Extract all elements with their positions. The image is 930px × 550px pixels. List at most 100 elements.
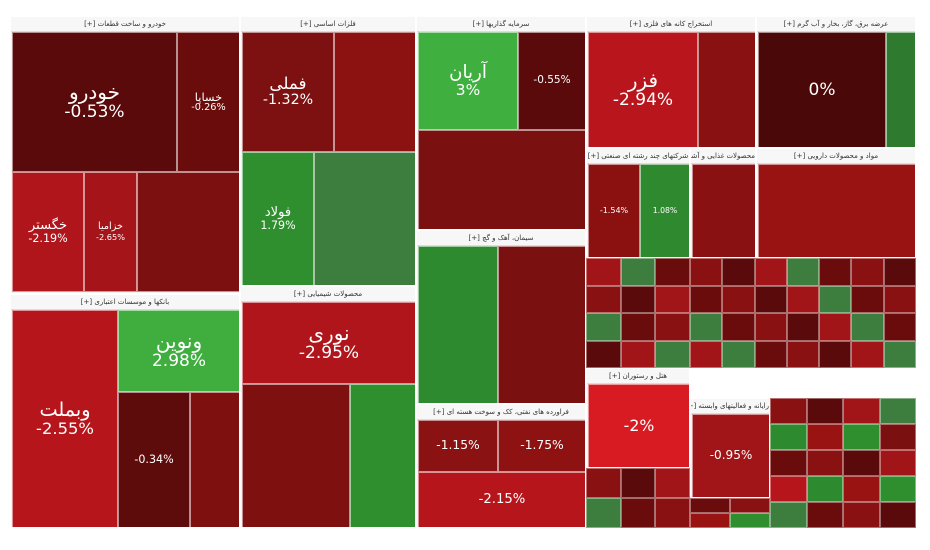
- stock-tile[interactable]: آریان 3%: [418, 32, 518, 130]
- minor-stock-tile[interactable]: [690, 258, 723, 286]
- minor-stock-tile[interactable]: [806, 450, 843, 476]
- minor-stock-tile[interactable]: [586, 340, 621, 368]
- minor-stock-tile[interactable]: [879, 502, 916, 528]
- minor-stock-tile[interactable]: [754, 313, 787, 341]
- stock-tile[interactable]: 1.08%: [640, 164, 689, 257]
- minor-stock-tile[interactable]: [722, 313, 755, 341]
- stock-tile[interactable]: نوری -2.95%: [242, 302, 415, 384]
- stock-tile[interactable]: فولاد 1.79%: [242, 152, 314, 285]
- minor-stock-tile[interactable]: [690, 513, 730, 528]
- minor-stock-tile[interactable]: [586, 498, 621, 528]
- minor-stock-tile[interactable]: [806, 398, 843, 424]
- minor-stock-tile[interactable]: [655, 285, 690, 313]
- minor-stock-tile[interactable]: [770, 476, 807, 502]
- sector-5[interactable]: بانکها و موسسات اعتباری [+] وبملت -2.55% ون…: [10, 294, 240, 528]
- stock-tile[interactable]: خساپا -0.26%: [177, 32, 239, 172]
- minor-stock-tile[interactable]: [843, 476, 880, 502]
- minor-stock-tile[interactable]: [655, 258, 690, 286]
- minor-stock-tile[interactable]: [586, 285, 621, 313]
- stock-tile[interactable]: [137, 172, 239, 292]
- minor-stock-tile[interactable]: [620, 498, 656, 528]
- stock-tile[interactable]: خودرو -0.53%: [12, 32, 177, 172]
- stock-tile[interactable]: -0.55%: [518, 32, 585, 130]
- minor-stock-tile[interactable]: [843, 424, 880, 450]
- sector-10[interactable]: محصولات غذایی و آشامیدنی [+]: [690, 148, 756, 258]
- minor-stock-tile[interactable]: [819, 340, 852, 368]
- stock-tile[interactable]: [698, 32, 755, 147]
- minor-stock-tile[interactable]: [770, 502, 807, 528]
- minor-stock-tile[interactable]: [851, 340, 884, 368]
- sector-0[interactable]: خودرو و ساخت قطعات [+] خودرو -0.53% خساپا -0…: [10, 16, 240, 294]
- stock-tile[interactable]: فزر -2.94%: [588, 32, 698, 147]
- stock-tile[interactable]: فملی -1.32%: [242, 32, 334, 152]
- minor-stock-tile[interactable]: [722, 340, 755, 368]
- minor-stock-tile[interactable]: [690, 498, 730, 513]
- minor-stock-tile[interactable]: [690, 340, 723, 368]
- stock-tile[interactable]: [418, 246, 498, 403]
- minor-stock-tile[interactable]: [730, 513, 770, 528]
- minor-stock-tile[interactable]: [722, 285, 755, 313]
- sector-4[interactable]: عرضه برق، گاز، بخار و آب گرم [+] 0%: [756, 16, 916, 148]
- sector-12[interactable]: هتل و رستوران [+] -2%: [586, 368, 690, 468]
- minor-stock-tile[interactable]: [879, 450, 916, 476]
- minor-stock-tile[interactable]: [879, 398, 916, 424]
- minor-stock-tile[interactable]: [754, 285, 787, 313]
- minor-stock-tile[interactable]: [722, 258, 755, 286]
- minor-stock-tile[interactable]: [879, 424, 916, 450]
- minor-stock-tile[interactable]: [786, 258, 820, 286]
- stock-tile[interactable]: -1.15%: [418, 420, 498, 472]
- minor-stock-tile[interactable]: [883, 258, 916, 286]
- minor-stock-tile[interactable]: [819, 258, 852, 286]
- minor-stock-tile[interactable]: [819, 285, 852, 313]
- minor-stock-tile[interactable]: [586, 313, 621, 341]
- minor-stock-tile[interactable]: [655, 498, 690, 528]
- minor-stock-tile[interactable]: [620, 468, 656, 498]
- minor-stock-tile[interactable]: [806, 502, 843, 528]
- minor-stock-tile[interactable]: [690, 285, 723, 313]
- minor-stock-tile[interactable]: [843, 502, 880, 528]
- sector-13[interactable]: رایانه و فعالیتهای وابسته [+] -0.95%: [690, 398, 770, 498]
- minor-stock-tile[interactable]: [754, 340, 787, 368]
- stock-tile[interactable]: [692, 164, 755, 257]
- sector-9[interactable]: شرکتهای چند رشته ای صنعتی [+] -1.54% 1.08%: [586, 148, 690, 258]
- minor-stock-tile[interactable]: [754, 258, 787, 286]
- minor-stock-tile[interactable]: [851, 285, 884, 313]
- stock-tile[interactable]: خگستر -2.19%: [12, 172, 84, 292]
- stock-tile[interactable]: [334, 32, 415, 152]
- sector-6[interactable]: محصولات شیمیایی [+] نوری -2.95%: [240, 286, 416, 528]
- sector-2[interactable]: سرمایه گذاریها [+] آریان 3% -0.55%: [416, 16, 586, 230]
- minor-stock-tile[interactable]: [806, 476, 843, 502]
- stock-tile[interactable]: [242, 384, 350, 527]
- minor-stock-tile[interactable]: [586, 258, 621, 286]
- minor-stock-tile[interactable]: [843, 450, 880, 476]
- stock-tile[interactable]: -0.95%: [692, 414, 769, 497]
- minor-stock-tile[interactable]: [620, 285, 656, 313]
- minor-stock-tile[interactable]: [786, 285, 820, 313]
- stock-tile[interactable]: ونوین 2.98%: [118, 310, 239, 392]
- stock-tile[interactable]: 0%: [758, 32, 886, 147]
- stock-tile[interactable]: -1.75%: [498, 420, 585, 472]
- stock-tile[interactable]: [190, 392, 239, 527]
- minor-stock-tile[interactable]: [843, 398, 880, 424]
- minor-stock-tile[interactable]: [806, 424, 843, 450]
- stock-tile[interactable]: وبملت -2.55%: [12, 310, 118, 527]
- minor-stock-tile[interactable]: [620, 313, 656, 341]
- sector-8[interactable]: فراورده های نفتی، کک و سوخت هسته ای [+] -…: [416, 404, 586, 528]
- minor-stock-tile[interactable]: [883, 340, 916, 368]
- minor-stock-tile[interactable]: [883, 285, 916, 313]
- minor-stock-tile[interactable]: [851, 313, 884, 341]
- stock-tile[interactable]: -0.34%: [118, 392, 190, 527]
- minor-stock-tile[interactable]: [655, 468, 690, 498]
- minor-stock-tile[interactable]: [851, 258, 884, 286]
- stock-tile[interactable]: خزامیا -2.65%: [84, 172, 137, 292]
- sector-7[interactable]: سیمان، آهک و گچ [+]: [416, 230, 586, 404]
- minor-stock-tile[interactable]: [620, 258, 656, 286]
- minor-stock-tile[interactable]: [620, 340, 656, 368]
- minor-stock-tile[interactable]: [586, 468, 621, 498]
- minor-stock-tile[interactable]: [655, 340, 690, 368]
- stock-tile[interactable]: -2.15%: [418, 472, 585, 527]
- stock-tile[interactable]: [418, 130, 585, 229]
- stock-tile[interactable]: -1.54%: [588, 164, 640, 257]
- minor-stock-tile[interactable]: [770, 450, 807, 476]
- minor-stock-tile[interactable]: [690, 313, 723, 341]
